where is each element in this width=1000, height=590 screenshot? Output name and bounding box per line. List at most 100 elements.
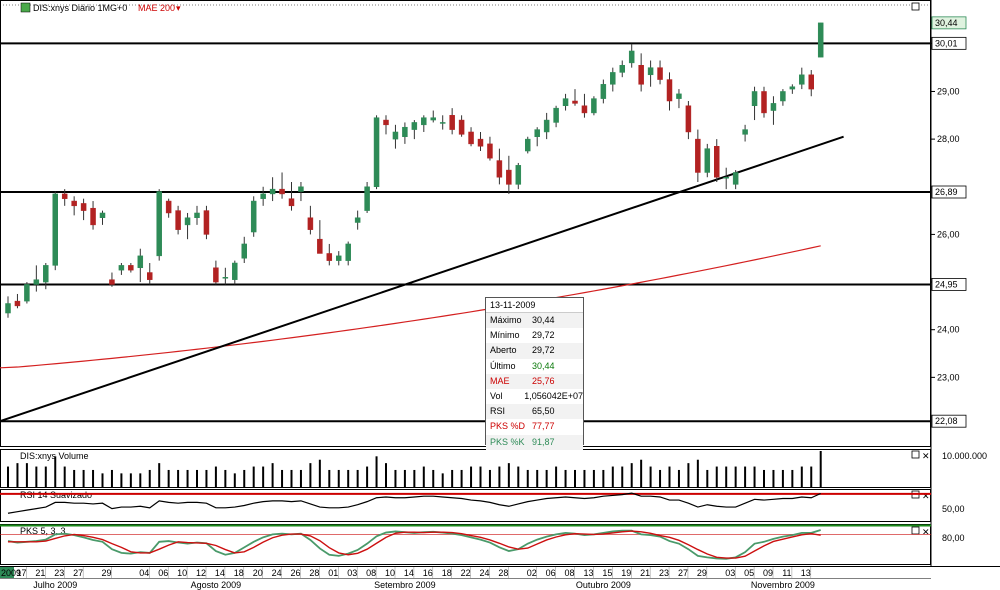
tooltip-date: 13-11-2009 [486, 298, 583, 313]
candle-body [14, 300, 21, 307]
rsi-line [7, 492, 821, 514]
tooltip-key: Vol [490, 390, 503, 401]
candle-body [553, 107, 559, 123]
candle-body [610, 72, 616, 85]
candle-body [269, 188, 276, 195]
volume-axis-label: 10.000.000 [942, 451, 987, 461]
candle-body [80, 203, 87, 211]
tooltip-value: 91,87 [532, 436, 555, 447]
candle-body [732, 172, 739, 185]
candle-body [383, 119, 389, 126]
candle-body [184, 217, 191, 226]
candle-body [194, 212, 200, 218]
tooltip-key: RSI [490, 406, 506, 417]
candle-body [562, 98, 569, 107]
last-price-label: 30,44 [935, 18, 958, 28]
x-day-label: 05 [744, 568, 754, 578]
price-tick-label: 28,00 [937, 134, 960, 144]
x-day-label: 13 [801, 568, 811, 578]
candle-body [421, 117, 427, 126]
tooltip-key: Aberto [490, 345, 517, 356]
candle-body [392, 131, 399, 140]
tooltip-value: 29,72 [532, 345, 555, 356]
candle-body [213, 267, 219, 283]
x-day-label: 09 [763, 568, 773, 578]
candle-body [751, 91, 758, 107]
candle-body [24, 284, 30, 302]
x-day-label: 20 [253, 568, 263, 578]
x-day-label: 22 [461, 568, 471, 578]
candle-body [5, 303, 11, 314]
candle-body [279, 188, 285, 195]
x-month-label: Agosto 2009 [191, 580, 242, 590]
x-day-label: 21 [35, 568, 45, 578]
x-day-label: 12 [196, 568, 206, 578]
candle-body [165, 200, 172, 214]
rsi-panel-title: RSI 14 Suavizado [20, 490, 92, 500]
volume-maximize-icon[interactable] [911, 450, 920, 459]
rsi-axis-label: 50,00 [942, 504, 965, 514]
year-badge-label: 2009 [1, 568, 21, 578]
candle-body [288, 198, 295, 207]
candle-body [581, 105, 588, 114]
tooltip-row: PKS %D 77,77 [486, 419, 583, 434]
candle-body [232, 262, 238, 280]
candle-body [591, 98, 597, 114]
tooltip-key: Mínimo [490, 330, 520, 341]
candle-body [770, 103, 777, 111]
volume-panel-title: DIS:xnys Volume [20, 451, 89, 461]
volume-close-icon[interactable]: ✕ [922, 451, 930, 461]
candle-body [345, 243, 351, 261]
candle-body [619, 65, 625, 73]
last-price-box [931, 16, 967, 30]
candle-body [572, 100, 578, 104]
x-day-label: 24 [479, 568, 489, 578]
mae-200-line [0, 245, 821, 369]
pks-axis-label: 80,00 [942, 533, 965, 543]
x-day-label: 27 [678, 568, 688, 578]
tooltip-value: 30,44 [532, 360, 555, 371]
pks-maximize-icon[interactable] [911, 526, 920, 535]
candle-body [657, 67, 663, 80]
pks-close-icon[interactable]: ✕ [922, 527, 930, 537]
candle-body [336, 255, 342, 261]
data-tooltip: 13-11-2009 Máximo 30,44 Mínimo 29,72 Aberto 2… [485, 297, 584, 450]
maximize-icon[interactable] [911, 2, 920, 11]
rsi-close-icon[interactable]: ✕ [922, 491, 930, 501]
tooltip-value: 30,44 [532, 315, 555, 325]
x-day-label: 10 [385, 568, 395, 578]
x-day-label: 13 [583, 568, 593, 578]
candle-body [808, 74, 814, 90]
candle-body [411, 122, 418, 130]
tooltip-key: PKS %D [490, 421, 526, 432]
candle-body [241, 243, 247, 259]
candle-body [298, 186, 304, 192]
x-day-label: 08 [565, 568, 575, 578]
x-day-label: 14 [215, 568, 225, 578]
tooltip-row: Mínimo 29,72 [486, 328, 583, 343]
x-day-label: 16 [423, 568, 433, 578]
year-badge [0, 567, 14, 578]
x-day-label: 14 [404, 568, 414, 578]
price-tick-label: 29,00 [937, 86, 960, 96]
indicator-dropdown-icon[interactable]: ▾ [176, 3, 181, 13]
candle-body [449, 115, 455, 130]
x-day-label: 29 [697, 568, 707, 578]
candle-body [525, 138, 531, 152]
candle-body [496, 160, 503, 178]
trend-line [0, 135, 844, 423]
candle-body [704, 148, 711, 173]
candle-body [61, 193, 68, 199]
x-day-label: 28 [309, 568, 319, 578]
x-day-label: 21 [640, 568, 650, 578]
series-color-swatch [20, 2, 31, 13]
candle-body [99, 212, 106, 218]
x-day-label: 24 [272, 568, 282, 578]
candle-body [52, 193, 58, 266]
x-day-label: 01 [328, 568, 338, 578]
level-label-box [931, 185, 967, 199]
x-month-label: Novembro 2009 [751, 580, 815, 590]
x-day-label: 02 [527, 568, 537, 578]
pks-d-line [8, 530, 821, 559]
tooltip-row: Aberto 29,72 [486, 343, 583, 359]
